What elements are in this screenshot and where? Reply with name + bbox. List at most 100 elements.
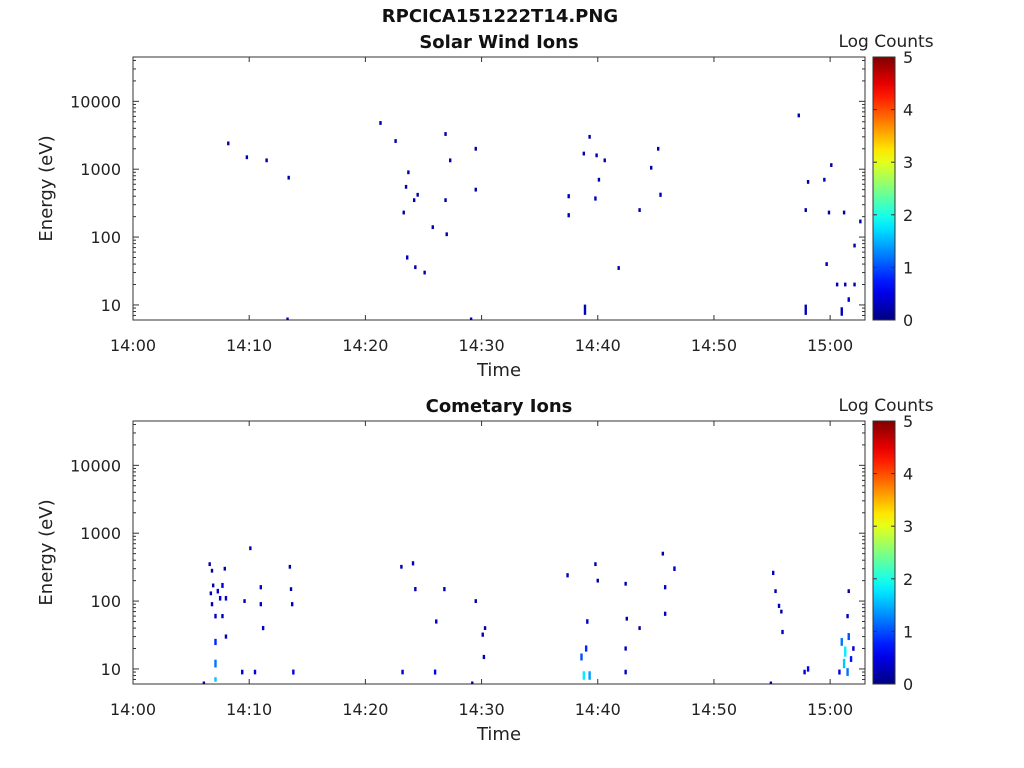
data-cell: [214, 638, 217, 646]
data-cell: [402, 210, 405, 215]
y-tick-label: 100: [90, 228, 121, 247]
x-tick-label: 14:00: [110, 700, 156, 719]
solar-wind-ions-panel: Solar Wind Ions 14:00 14:10 14:20 14:30 14:40…: [36, 32, 934, 381]
data-cell: [583, 304, 587, 315]
colorbar-tick-label: 1: [903, 622, 913, 641]
data-cell: [469, 317, 473, 320]
data-cell: [221, 582, 224, 588]
data-cell: [253, 669, 257, 675]
data-cell: [249, 546, 252, 551]
data-cell: [287, 175, 290, 180]
data-cell: [580, 653, 583, 661]
data-cell: [624, 646, 627, 651]
colorbar-label: Log Counts: [838, 396, 933, 416]
data-cell: [209, 591, 213, 596]
data-cell: [847, 633, 850, 641]
data-cell: [849, 656, 853, 662]
data-cell: [838, 669, 841, 675]
data-cell: [566, 573, 569, 578]
data-cell: [650, 165, 653, 170]
data-cell: [804, 208, 807, 212]
data-cell: [774, 589, 777, 594]
data-cell: [781, 629, 784, 635]
data-cell: [435, 619, 438, 624]
colorbar-tick-label: 4: [903, 101, 913, 120]
y-tick-label: 1000: [80, 160, 121, 179]
data-cell: [379, 121, 382, 125]
y-tick-label: 10: [101, 660, 121, 679]
data-cell: [243, 599, 246, 603]
data-cell: [596, 578, 599, 583]
data-cell: [588, 671, 591, 680]
data-cell: [414, 265, 417, 270]
data-cell: [474, 187, 477, 192]
x-tick-label: 14:10: [226, 700, 272, 719]
data-cell: [659, 192, 662, 197]
data-cell: [445, 232, 448, 237]
panel-title: Cometary Ions: [426, 396, 573, 417]
data-cell: [416, 192, 419, 197]
data-cell: [663, 611, 667, 616]
data-cell: [221, 614, 224, 619]
data-cell: [823, 177, 826, 182]
data-cell: [603, 158, 606, 163]
data-cell: [482, 654, 486, 660]
data-cell: [853, 243, 856, 248]
data-cell: [597, 177, 601, 182]
y-tick-label: 100: [90, 592, 121, 611]
data-cell: [595, 153, 598, 158]
data-cell: [414, 587, 417, 592]
colorbar: [872, 56, 896, 321]
data-cell: [844, 646, 847, 657]
data-cell: [288, 564, 292, 569]
data-cell: [844, 282, 847, 287]
data-cell: [830, 163, 833, 167]
data-cell: [827, 210, 831, 215]
data-cell: [567, 194, 570, 199]
data-cell: [624, 669, 627, 675]
data-cell: [292, 669, 295, 675]
figure-title: RPCICA151222T14.PNG: [381, 6, 619, 27]
y-axis-label: Energy (eV): [36, 499, 57, 605]
data-cell: [444, 198, 447, 203]
y-tick-label: 10: [101, 296, 121, 315]
data-cell: [241, 669, 244, 675]
data-cell: [259, 585, 263, 590]
data-cell: [214, 677, 217, 682]
x-tick-label: 14:30: [459, 336, 505, 355]
colorbar-tick-label: 0: [903, 675, 913, 694]
data-cell: [224, 634, 228, 639]
data-cell: [777, 603, 781, 608]
data-cell: [638, 626, 641, 630]
data-cell: [401, 669, 404, 675]
data-cell: [202, 681, 206, 684]
colorbar-tick-label: 3: [903, 517, 913, 536]
data-cell: [433, 669, 437, 675]
colorbar-tick-label: 1: [903, 258, 913, 277]
x-tick-label: 14:30: [459, 700, 505, 719]
data-cell: [404, 184, 408, 189]
spectrogram: [202, 546, 855, 684]
data-cell: [224, 595, 228, 601]
data-cell: [411, 561, 415, 566]
data-cell: [223, 566, 226, 571]
data-cell: [842, 658, 846, 669]
data-cell: [227, 141, 230, 146]
data-cell: [663, 585, 667, 590]
data-cell: [290, 602, 294, 607]
data-cell: [797, 113, 800, 118]
panel-title: Solar Wind Ions: [419, 32, 578, 53]
data-cell: [594, 196, 597, 201]
data-cell: [625, 616, 629, 621]
y-tick-label: 10000: [70, 92, 121, 111]
data-cell: [835, 282, 839, 287]
colorbar-tick-label: 4: [903, 465, 913, 484]
data-cell: [769, 681, 773, 684]
data-cell: [483, 626, 487, 630]
data-cell: [847, 589, 850, 594]
data-cell: [859, 219, 862, 224]
x-tick-label: 15:00: [807, 336, 853, 355]
data-cell: [423, 270, 426, 275]
